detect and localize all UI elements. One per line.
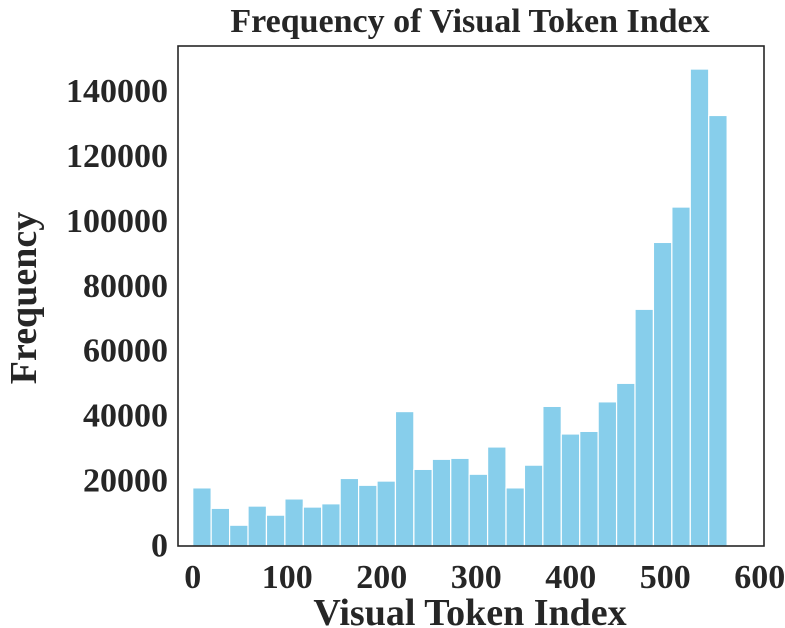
histogram-bar <box>560 433 581 547</box>
x-tick-label: 100 <box>262 559 313 596</box>
y-tick-label: 80000 <box>83 268 168 305</box>
y-tick-label: 0 <box>151 528 168 565</box>
histogram-bar <box>210 507 231 547</box>
histogram-bar <box>413 468 433 547</box>
x-tick-label: 200 <box>356 559 407 596</box>
y-tick-label: 140000 <box>66 73 168 110</box>
x-tick-label: 600 <box>734 559 785 596</box>
x-axis-label: Visual Token Index <box>313 592 626 628</box>
y-tick-label: 100000 <box>66 203 168 240</box>
y-tick-label: 120000 <box>66 138 168 175</box>
histogram-bar <box>302 506 323 547</box>
histogram-bar <box>339 477 360 547</box>
histogram-bar <box>579 430 599 547</box>
histogram-bar <box>247 505 268 547</box>
histogram-bar <box>634 308 655 547</box>
x-tick-label: 500 <box>640 559 691 596</box>
y-tick-labels: 0 20000 40000 60000 80000 100000 120000 140000 <box>66 73 168 565</box>
histogram-bar <box>505 487 526 547</box>
histogram-bar <box>542 405 562 547</box>
y-tick-label: 20000 <box>83 463 168 500</box>
histogram-bar <box>689 68 710 547</box>
histogram-bar <box>671 206 691 547</box>
plot-frame <box>177 45 765 547</box>
histogram-bar <box>652 241 673 547</box>
histogram-bar <box>615 382 636 547</box>
x-tick-label: 300 <box>451 559 502 596</box>
histogram-bar <box>321 503 341 547</box>
histogram-bar <box>431 458 452 547</box>
histogram-bar <box>192 487 212 547</box>
histogram-bar <box>394 410 415 547</box>
histogram-bar <box>284 498 304 547</box>
y-tick-label: 60000 <box>83 333 168 370</box>
x-tick-labels: 0 100 200 300 400 500 600 <box>184 559 785 596</box>
histogram-bar <box>228 524 249 547</box>
y-tick-label: 40000 <box>83 398 168 435</box>
chart-title: Frequency of Visual Token Index <box>230 3 709 40</box>
histogram-bar <box>450 457 470 547</box>
y-axis-label: Frequency <box>3 212 45 384</box>
histogram-bar <box>376 480 397 547</box>
x-tick-label: 0 <box>184 559 201 596</box>
histogram-bar <box>265 514 286 547</box>
histogram-bar <box>357 484 378 547</box>
histogram-bar <box>708 114 728 547</box>
x-tick-label: 400 <box>545 559 596 596</box>
histogram-bar <box>486 446 507 547</box>
histogram-bar <box>523 464 544 547</box>
histogram-bar <box>597 401 618 547</box>
bars-layer <box>192 68 728 547</box>
histogram-bar <box>468 473 489 547</box>
